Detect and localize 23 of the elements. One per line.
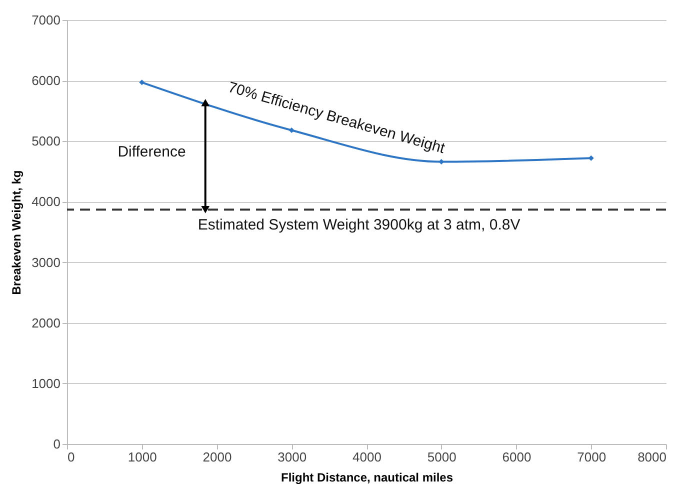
x-tick-label: 4000 (352, 450, 382, 464)
y-tick-label: 7000 (32, 12, 60, 28)
y-tick-label: 5000 (32, 134, 60, 149)
annotation: Estimated System Weight 3900kg at 3 atm, 0.8V (198, 216, 520, 234)
x-tick-label: 0 (68, 450, 75, 464)
x-tick-label: 8000 (638, 450, 666, 464)
y-tick-label: 4000 (32, 194, 60, 210)
x-tick-label: 1000 (128, 450, 157, 464)
y-tick-label: 2000 (32, 315, 60, 330)
x-axis-title: Flight Distance, nautical miles (280, 470, 454, 484)
x-tick-label: 6000 (502, 450, 532, 464)
point (139, 80, 145, 86)
x-tick-label: 3000 (278, 450, 307, 464)
y-tick-label: 0 (53, 436, 60, 452)
x-tick-label: 5000 (427, 450, 456, 464)
annotation: Difference (118, 143, 186, 160)
y-tick-label: 1000 (32, 376, 60, 391)
x-tick-label: 7000 (577, 450, 606, 464)
y-tick-label: 3000 (32, 254, 60, 270)
point (288, 128, 294, 133)
y-axis-title: Breakeven Weight, kg (10, 170, 24, 295)
y-tick-label: 6000 (32, 73, 60, 88)
x-tick-label: 2000 (202, 450, 232, 464)
